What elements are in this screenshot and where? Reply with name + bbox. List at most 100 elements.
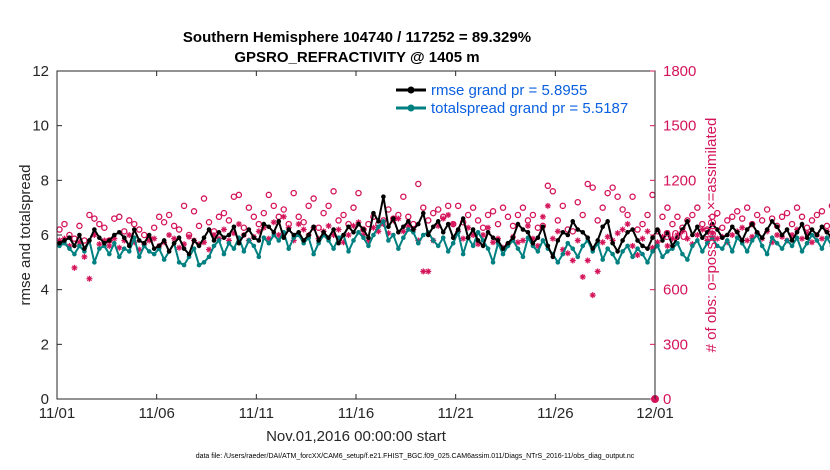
obs-possible-point bbox=[96, 220, 103, 228]
rmse-point bbox=[381, 194, 386, 200]
totalspread-point bbox=[396, 246, 401, 251]
obs-possible-point bbox=[484, 211, 492, 219]
rmse-point bbox=[475, 238, 481, 243]
totalspread-point bbox=[685, 257, 690, 262]
totalspread-point bbox=[460, 251, 466, 257]
totalspread-point bbox=[819, 246, 825, 251]
rmse-point bbox=[276, 219, 282, 224]
rmse-point bbox=[241, 232, 247, 238]
obs-assimilated-point bbox=[445, 211, 452, 218]
obs-possible-point bbox=[225, 217, 233, 224]
obs-assimilated-point bbox=[664, 242, 671, 249]
obs-possible-point bbox=[614, 193, 621, 200]
rmse-point bbox=[555, 238, 561, 243]
rmse-point bbox=[645, 246, 650, 251]
obs-possible-point bbox=[86, 211, 93, 219]
rmse-point bbox=[161, 238, 167, 243]
totalspread-point bbox=[276, 238, 282, 243]
obs-assimilated-point bbox=[549, 235, 556, 242]
legend-rmse-marker bbox=[407, 86, 415, 94]
totalspread-point bbox=[381, 219, 386, 224]
obs-possible-point bbox=[609, 184, 616, 191]
rmse-point bbox=[112, 232, 117, 238]
obs-assimilated-point bbox=[524, 222, 531, 229]
totalspread-point bbox=[361, 235, 366, 241]
totalspread-point bbox=[445, 249, 451, 254]
totalspread-point bbox=[804, 240, 810, 246]
obs-possible-point bbox=[175, 226, 183, 233]
obs-possible-point bbox=[420, 204, 427, 211]
chart-title-line1: Southern Hemisphere 104740 / 117252 = 89… bbox=[183, 29, 531, 46]
rmse-point bbox=[535, 235, 541, 241]
rmse-point bbox=[286, 227, 292, 232]
rmse-point bbox=[749, 221, 755, 227]
rmse-point bbox=[595, 238, 600, 243]
obs-assimilated-point bbox=[709, 230, 716, 237]
totalspread-point bbox=[201, 260, 207, 265]
legend-box bbox=[392, 78, 650, 118]
rmse-point bbox=[396, 229, 401, 235]
rmse-point bbox=[361, 227, 366, 232]
y-right-tick-label: 1500 bbox=[663, 118, 696, 135]
obs-possible-point bbox=[644, 211, 651, 219]
obs-possible-point bbox=[639, 220, 646, 228]
obs-possible-point bbox=[494, 220, 502, 228]
rmse-point bbox=[201, 235, 207, 241]
obs-assimilated-point bbox=[300, 226, 307, 233]
obs-possible-point bbox=[499, 204, 507, 211]
rmse-point bbox=[356, 221, 361, 227]
rmse-point bbox=[739, 238, 745, 243]
totalspread-point bbox=[824, 235, 830, 241]
rmse-point bbox=[146, 232, 152, 238]
obs-assimilated-point bbox=[774, 232, 781, 238]
obs-possible-point bbox=[664, 204, 671, 211]
rmse-point bbox=[251, 235, 257, 241]
totalspread-point bbox=[565, 240, 571, 246]
rmse-point bbox=[470, 227, 476, 232]
rmse-point bbox=[116, 229, 122, 235]
rmse-point bbox=[495, 238, 501, 243]
obs-possible-point bbox=[121, 228, 128, 235]
totalspread-point bbox=[371, 232, 376, 238]
rmse-point bbox=[784, 227, 790, 232]
obs-possible-point bbox=[783, 209, 791, 217]
rmse-point bbox=[779, 232, 785, 238]
chart-title-line2: GPSRO_REFRACTIVITY @ 1405 m bbox=[234, 49, 479, 66]
obs-possible-point bbox=[743, 204, 751, 211]
obs-assimilated-point bbox=[420, 268, 427, 275]
obs-possible-point bbox=[694, 204, 701, 211]
totalspread-point bbox=[221, 251, 227, 257]
obs-possible-point bbox=[130, 220, 138, 228]
totalspread-point bbox=[401, 235, 406, 241]
data-file-footnote: data file: /Users/raeder/DAI/ATM_forcXX/… bbox=[196, 453, 635, 460]
totalspread-line bbox=[59, 220, 830, 267]
legend-rmse-label: rmse grand pr = 5.8955 bbox=[431, 82, 587, 99]
rmse-point bbox=[406, 219, 411, 224]
obs-assimilated-point bbox=[370, 224, 377, 231]
totalspread-point bbox=[386, 238, 391, 243]
totalspread-point bbox=[450, 240, 456, 246]
rmse-point bbox=[530, 240, 536, 246]
obs-possible-point bbox=[305, 202, 312, 210]
obs-possible-point bbox=[803, 224, 811, 231]
obs-possible-point bbox=[624, 211, 631, 219]
rmse-point bbox=[714, 227, 720, 232]
obs-assimilated-point bbox=[86, 275, 93, 282]
totalspread-point bbox=[540, 238, 546, 243]
obs-possible-point bbox=[454, 202, 462, 210]
totalspread-point bbox=[799, 249, 805, 254]
obs-possible-point bbox=[270, 202, 278, 210]
obs-possible-point bbox=[340, 211, 347, 219]
totalspread-point bbox=[151, 251, 157, 257]
rmse-point bbox=[351, 229, 356, 235]
totalspread-point bbox=[351, 238, 356, 243]
totalspread-point bbox=[415, 240, 421, 246]
obs-assimilated-point bbox=[81, 253, 88, 260]
obs-assimilated-point bbox=[614, 230, 621, 237]
rmse-point bbox=[336, 240, 341, 246]
obs-possible-point bbox=[195, 222, 203, 230]
totalspread-point bbox=[196, 262, 202, 268]
totalspread-point bbox=[246, 238, 252, 243]
obs-assimilated-point bbox=[599, 239, 606, 246]
totalspread-point bbox=[391, 232, 396, 238]
